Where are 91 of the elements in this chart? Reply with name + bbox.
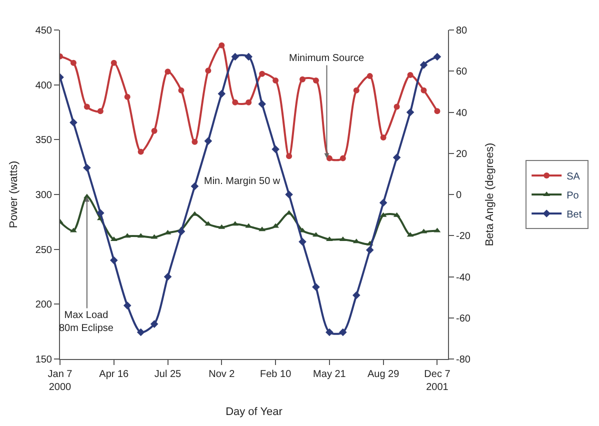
point	[205, 68, 212, 74]
point	[434, 108, 440, 114]
point	[339, 328, 347, 336]
point	[124, 94, 130, 100]
y2-tick-label: 0	[456, 190, 462, 201]
point	[392, 154, 401, 162]
point	[138, 148, 144, 155]
x-tick-label: Nov 2	[208, 369, 236, 380]
point	[70, 118, 78, 126]
y2-tick-label: 40	[456, 108, 468, 119]
y2-tick-label: 80	[456, 26, 468, 36]
y-tick-label: 400	[35, 80, 52, 92]
point	[84, 104, 90, 110]
point	[379, 198, 388, 207]
point	[190, 182, 199, 190]
x-tick-label: Jan 7 2000	[48, 369, 73, 393]
point	[136, 328, 145, 336]
point	[177, 228, 186, 236]
y2-tick-label: 20	[456, 148, 468, 160]
y2-tick-label: -20	[456, 231, 471, 242]
point	[272, 145, 280, 154]
y2-tick-label: -60	[456, 313, 471, 324]
point	[232, 99, 238, 106]
point	[218, 90, 226, 98]
point	[110, 256, 118, 264]
point	[420, 61, 428, 69]
point	[380, 134, 386, 140]
x-tick-label: May 21	[313, 369, 346, 380]
point	[70, 228, 77, 232]
point	[97, 108, 104, 114]
point	[246, 99, 252, 106]
point	[352, 291, 360, 300]
point	[326, 328, 334, 336]
point	[300, 76, 306, 82]
y-axis-title: Power (watts)	[8, 160, 20, 228]
y-tick-label: 300	[35, 190, 52, 201]
point	[218, 42, 225, 48]
point	[285, 190, 293, 198]
x-tick-label: Apr 16	[99, 369, 130, 380]
point	[204, 137, 212, 145]
point	[366, 73, 373, 80]
x-tick-label: Jul 25	[154, 369, 182, 380]
point	[286, 153, 292, 160]
y2-axis-title: Beta Angle (degrees)	[484, 142, 496, 246]
point	[406, 108, 414, 116]
x-tick-label: Aug 29	[367, 369, 400, 380]
y2-tick-label: -40	[456, 272, 471, 284]
legend-label: Po	[566, 190, 580, 202]
y-tick-label: 150	[35, 354, 52, 366]
point	[178, 87, 184, 94]
point	[83, 164, 91, 172]
point	[298, 238, 306, 246]
legend-label: SA	[566, 171, 580, 182]
point	[312, 232, 320, 237]
point	[164, 272, 172, 281]
point	[70, 60, 76, 66]
point	[192, 138, 198, 145]
point	[244, 52, 253, 61]
point	[312, 77, 319, 84]
annotation: Minimum Source	[289, 53, 364, 64]
point	[150, 320, 158, 328]
point	[123, 302, 132, 310]
point	[366, 246, 374, 254]
point	[231, 52, 240, 61]
y-tick-label: 200	[35, 300, 52, 311]
point	[164, 68, 171, 75]
x-tick-label: Dec 7 2001	[424, 369, 451, 393]
x-axis-title: Day of Year	[226, 406, 283, 418]
point	[96, 209, 104, 217]
y2-tick-label: 60	[456, 66, 468, 78]
point	[258, 100, 266, 108]
point	[340, 155, 346, 162]
y2-tick-label: -80	[456, 354, 471, 366]
point	[259, 70, 266, 77]
y-tick-label: 450	[35, 26, 52, 36]
legend-label: Bet	[566, 209, 582, 220]
y-tick-label: 350	[35, 135, 52, 146]
point	[286, 210, 292, 215]
point	[272, 77, 279, 84]
point	[407, 72, 414, 78]
point	[433, 52, 442, 61]
point	[353, 87, 360, 94]
x-tick-label: Feb 10	[260, 369, 292, 380]
point	[151, 128, 158, 134]
annotation: Min. Margin 50 w	[204, 176, 281, 187]
point	[110, 60, 117, 66]
point	[326, 155, 332, 162]
point	[394, 104, 400, 110]
point	[420, 87, 427, 94]
point	[312, 283, 320, 291]
y-tick-label: 250	[35, 244, 52, 256]
